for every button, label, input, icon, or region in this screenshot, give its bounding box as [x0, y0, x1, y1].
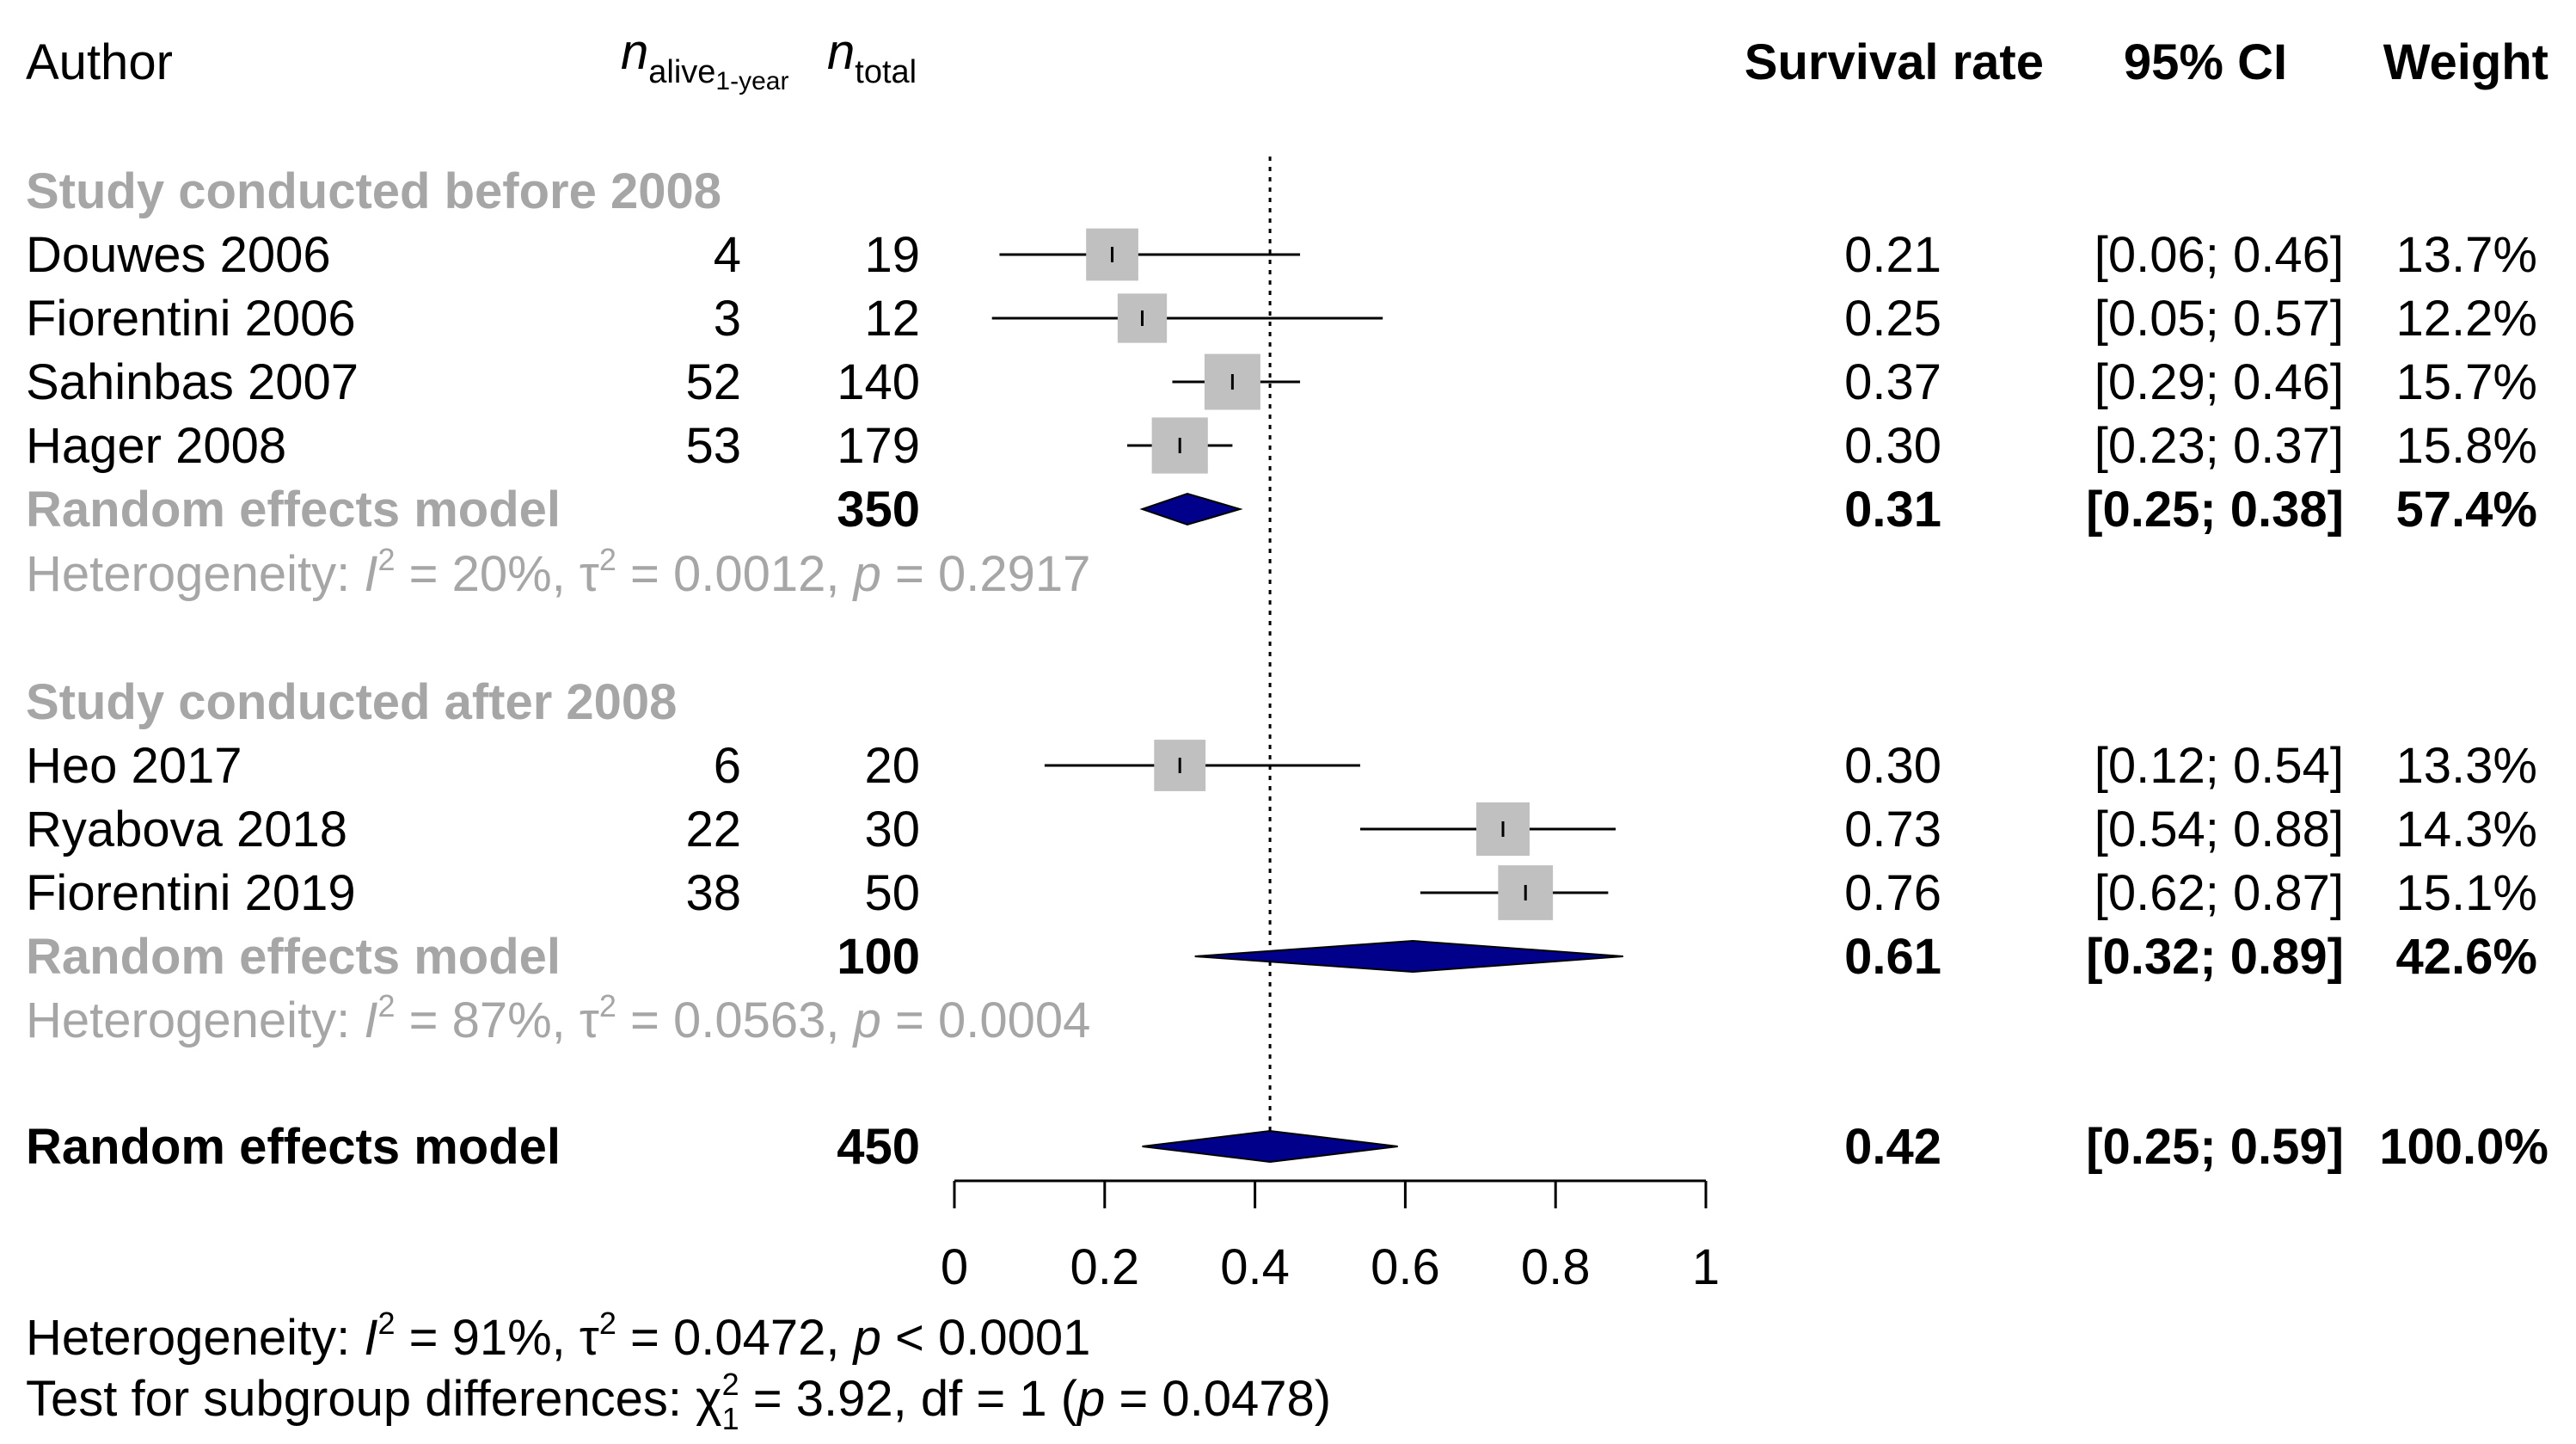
study-author: Douwes 2006 — [26, 227, 331, 283]
overall-heterogeneity: Heterogeneity: I2 = 91%, τ2 = 0.0472, p … — [26, 1306, 1090, 1366]
header-n-total-subscript: total — [855, 54, 917, 90]
study-row-fiorentini-2006: Fiorentini 2006 3 12 0.25 [0.05; 0.57] 1… — [26, 291, 2537, 347]
study-row-douwes-2006: Douwes 2006 4 19 0.21 [0.06; 0.46] 13.7% — [26, 227, 2537, 283]
model-weight: 42.6% — [2396, 929, 2537, 985]
model-weight: 57.4% — [2396, 482, 2537, 538]
study-author: Fiorentini 2006 — [26, 291, 356, 347]
study-weight: 13.3% — [2396, 738, 2537, 794]
study-events: 3 — [714, 291, 741, 347]
header-estimate: Survival rate — [1745, 34, 2044, 90]
study-events: 52 — [685, 354, 741, 410]
study-events: 4 — [714, 227, 741, 283]
study-events: 38 — [685, 865, 741, 921]
study-total: 30 — [864, 802, 920, 857]
header-n-events-subsubscript: 1-year — [715, 67, 788, 95]
x-axis: 0 0.2 0.4 0.6 0.8 1 — [941, 1179, 1720, 1295]
subgroup-difference-test: Test for subgroup differences: χ2 1 = 3.9… — [26, 1367, 1331, 1436]
study-row-fiorentini-2019: Fiorentini 2019 38 50 0.76 [0.62; 0.87] … — [26, 865, 2537, 921]
study-events: 22 — [685, 802, 741, 857]
study-weight: 12.2% — [2396, 291, 2537, 347]
study-author: Fiorentini 2019 — [26, 865, 356, 921]
study-total: 140 — [837, 354, 920, 410]
study-row-sahinbas-2007: Sahinbas 2007 52 140 0.37 [0.29; 0.46] 1… — [26, 353, 2537, 410]
model-ci: [0.32; 0.89] — [2086, 929, 2344, 985]
overall-diamond — [1142, 1129, 1398, 1164]
study-weight: 15.8% — [2396, 418, 2537, 474]
x-axis-tick-label: 0.2 — [1070, 1239, 1139, 1295]
subgroup-2-label: Study conducted after 2008 — [26, 674, 677, 730]
study-weight: 13.7% — [2396, 227, 2537, 283]
model-estimate: 0.31 — [1844, 482, 1941, 538]
study-author: Ryabova 2018 — [26, 802, 347, 857]
study-weight: 15.7% — [2396, 354, 2537, 410]
study-author: Heo 2017 — [26, 738, 242, 794]
study-estimate: 0.37 — [1844, 354, 1941, 410]
header-ci: 95% CI — [2124, 34, 2287, 90]
x-axis-tick-label: 1 — [1692, 1239, 1720, 1295]
header-n-events-subscript: alive — [648, 54, 715, 90]
study-ci: [0.29; 0.46] — [2095, 354, 2344, 410]
study-estimate: 0.30 — [1844, 418, 1941, 474]
overall-label: Random effects model — [26, 1119, 561, 1175]
header-weight: Weight — [2383, 34, 2548, 90]
study-row-hager-2008: Hager 2008 53 179 0.30 [0.23; 0.37] 15.8… — [26, 417, 2537, 474]
overall-total: 450 — [837, 1119, 920, 1175]
header-n-events: nalive1-year — [621, 24, 788, 95]
study-estimate: 0.30 — [1844, 738, 1941, 794]
model-total: 350 — [837, 482, 920, 538]
study-author: Hager 2008 — [26, 418, 286, 474]
study-total: 20 — [864, 738, 920, 794]
x-axis-tick-label: 0 — [941, 1239, 968, 1295]
study-total: 50 — [864, 865, 920, 921]
header-author: Author — [26, 34, 173, 90]
study-author: Sahinbas 2007 — [26, 354, 359, 410]
header-n-total-symbol: n — [827, 24, 855, 80]
study-estimate: 0.21 — [1844, 227, 1941, 283]
overall-weight: 100.0% — [2379, 1119, 2548, 1175]
x-axis-tick-label: 0.4 — [1220, 1239, 1290, 1295]
x-axis-tick-label: 0.6 — [1371, 1239, 1440, 1295]
model-label: Random effects model — [26, 929, 561, 985]
study-ci: [0.23; 0.37] — [2095, 418, 2344, 474]
overall-ci: [0.25; 0.59] — [2086, 1119, 2344, 1175]
study-ci: [0.06; 0.46] — [2095, 227, 2344, 283]
study-row-heo-2017: Heo 2017 6 20 0.30 [0.12; 0.54] 13.3% — [26, 738, 2537, 794]
study-events: 6 — [714, 738, 741, 794]
header-n-total: ntotal — [827, 24, 917, 90]
subgroup-2-model-row: Random effects model 100 0.61 [0.32; 0.8… — [26, 929, 2537, 985]
study-total: 19 — [864, 227, 920, 283]
study-ci: [0.12; 0.54] — [2095, 738, 2344, 794]
overall-model-row: Random effects model 450 0.42 [0.25; 0.5… — [26, 1119, 2548, 1175]
study-total: 12 — [864, 291, 920, 347]
overall-estimate: 0.42 — [1844, 1119, 1941, 1175]
study-events: 53 — [685, 418, 741, 474]
model-label: Random effects model — [26, 482, 561, 538]
model-total: 100 — [837, 929, 920, 985]
study-total: 179 — [837, 418, 920, 474]
model-ci: [0.25; 0.38] — [2086, 482, 2344, 538]
study-estimate: 0.73 — [1844, 802, 1941, 857]
header-n-events-symbol: n — [621, 24, 648, 80]
model-estimate: 0.61 — [1844, 929, 1941, 985]
x-axis-tick-label: 0.8 — [1521, 1239, 1591, 1295]
model-diamond — [1194, 939, 1623, 974]
study-weight: 14.3% — [2396, 802, 2537, 857]
subgroup-1-label: Study conducted before 2008 — [26, 163, 721, 219]
study-estimate: 0.25 — [1844, 291, 1941, 347]
study-ci: [0.54; 0.88] — [2095, 802, 2344, 857]
subgroup-1-heterogeneity: Heterogeneity: I2 = 20%, τ2 = 0.0012, p … — [26, 542, 1090, 602]
subgroup-1-model-row: Random effects model 350 0.31 [0.25; 0.3… — [26, 482, 2537, 538]
model-diamond — [1139, 492, 1243, 526]
study-ci: [0.05; 0.57] — [2095, 291, 2344, 347]
subgroup-2-heterogeneity: Heterogeneity: I2 = 87%, τ2 = 0.0563, p … — [26, 988, 1090, 1048]
study-estimate: 0.76 — [1844, 865, 1941, 921]
study-row-ryabova-2018: Ryabova 2018 22 30 0.73 [0.54; 0.88] 14.… — [26, 802, 2537, 857]
study-weight: 15.1% — [2396, 865, 2537, 921]
study-ci: [0.62; 0.87] — [2095, 865, 2344, 921]
